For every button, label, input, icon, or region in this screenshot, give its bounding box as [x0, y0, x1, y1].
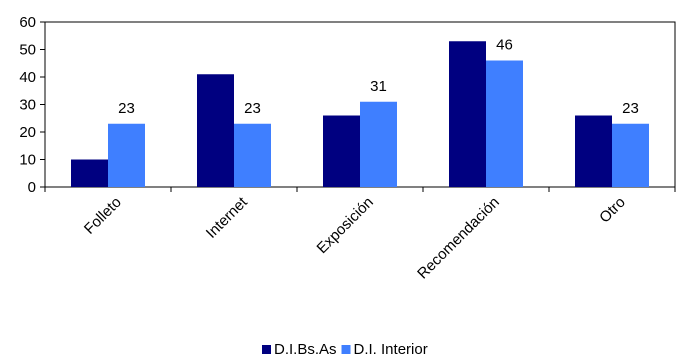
x-tick-label: Exposición	[314, 194, 377, 257]
y-tick-label: 30	[19, 97, 36, 114]
bar-d-i-interior-0	[108, 123, 145, 187]
y-axis: 0 10 20 30 40 50 60	[19, 14, 45, 196]
data-label: 31	[370, 78, 387, 95]
data-label: 23	[622, 100, 639, 117]
legend-swatch	[262, 345, 271, 354]
bar-d-i-bs-as-3	[449, 41, 486, 187]
data-label: 46	[496, 37, 513, 54]
bar-d-i-interior-3	[486, 60, 523, 187]
bar-d-i-interior-1	[234, 123, 271, 187]
legend-label: D.I. Interior	[354, 341, 428, 358]
bar-d-i-interior-2	[360, 101, 397, 187]
data-label: 23	[244, 100, 261, 117]
y-tick-label: 40	[19, 69, 36, 86]
bar-d-i-bs-as-0	[71, 159, 108, 187]
y-tick-label: 10	[19, 152, 36, 169]
y-tick-label: 50	[19, 42, 36, 59]
bar-d-i-bs-as-1	[197, 74, 234, 187]
legend-swatch	[341, 345, 351, 354]
bar-d-i-bs-as-2	[323, 115, 360, 187]
x-tick-label: Recomendación	[414, 194, 503, 283]
y-tick-label: 60	[19, 14, 36, 31]
bar-d-i-bs-as-4	[575, 115, 612, 187]
data-label: 23	[118, 100, 135, 117]
x-tick-label: Otro	[596, 194, 629, 227]
data-labels: 23 23 31 46 23	[118, 37, 639, 117]
legend-label: D.I.Bs.As	[274, 341, 337, 358]
y-tick-label: 0	[28, 179, 36, 196]
x-tick-label: Folleto	[81, 194, 125, 238]
legend: D.I.Bs.As D.I. Interior	[262, 341, 428, 358]
bar-d-i-interior-4	[612, 123, 649, 187]
y-tick-label: 20	[19, 124, 36, 141]
x-axis: Folleto Internet Exposición Recomendación Ot…	[44, 187, 676, 283]
x-tick-label: Internet	[203, 193, 252, 242]
bars	[71, 41, 649, 187]
